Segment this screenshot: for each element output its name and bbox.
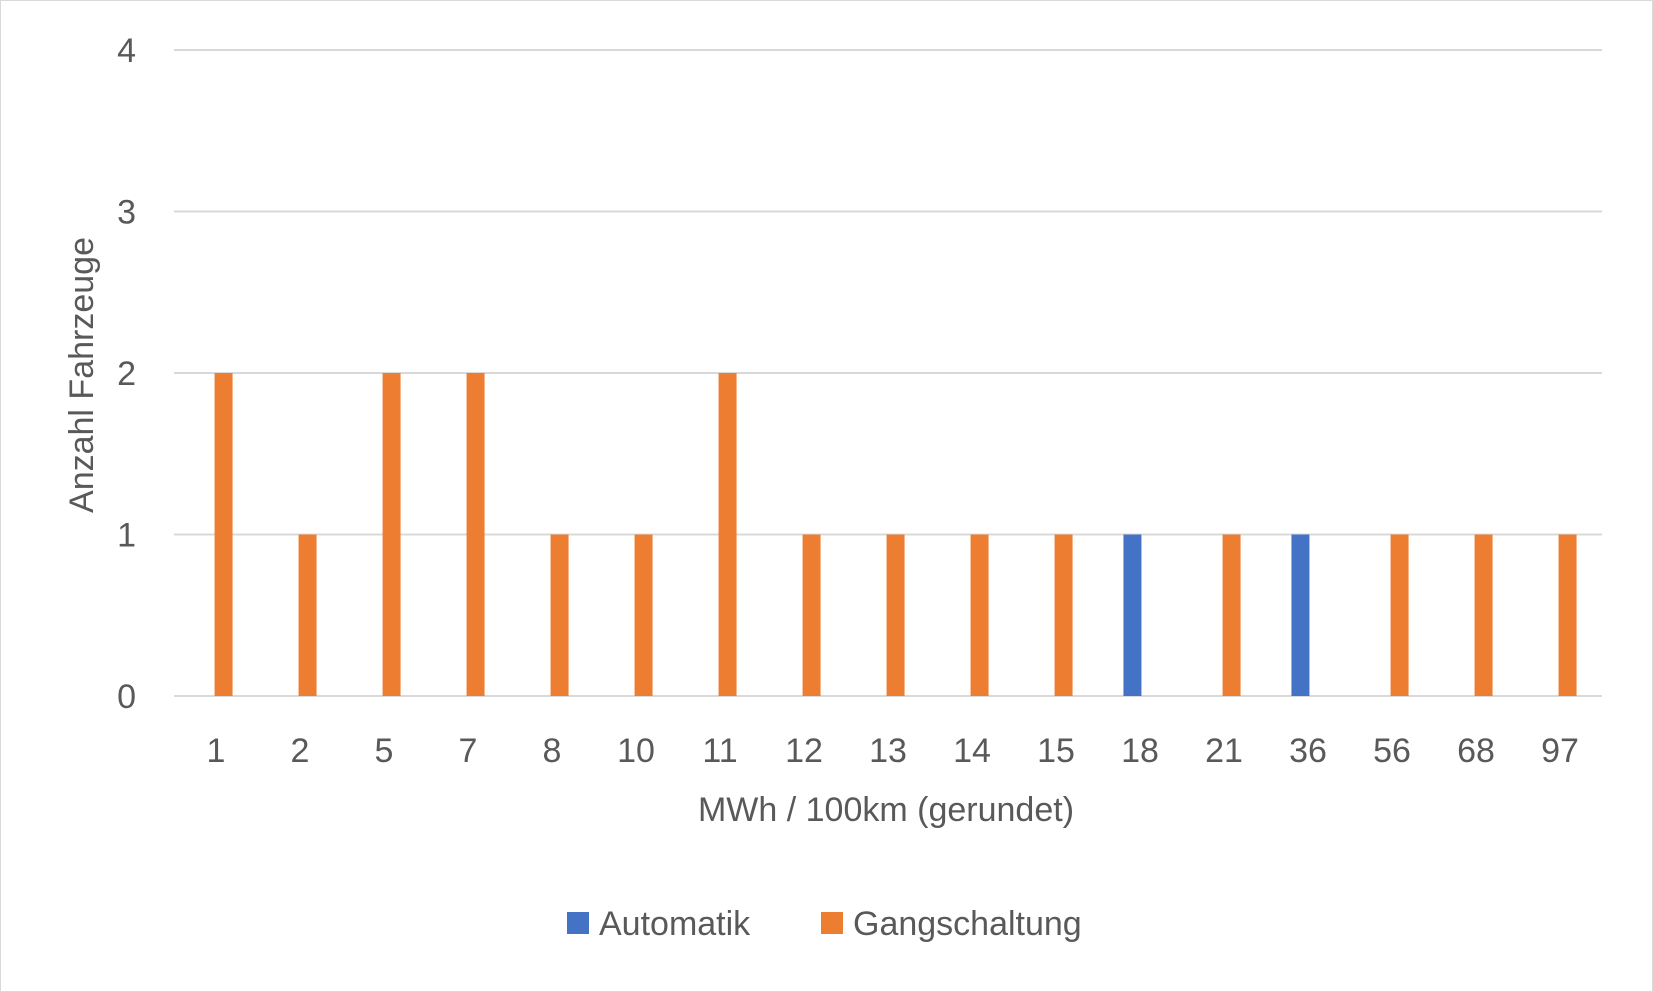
x-tick-label: 10 <box>617 732 655 770</box>
y-tick-label: 4 <box>117 32 136 70</box>
x-tick-label: 1 <box>207 732 226 770</box>
x-tick-label: 8 <box>543 732 562 770</box>
bar-gangschaltung-1 <box>214 373 233 696</box>
y-axis-title: Anzahl Fahrzeuge <box>63 237 101 513</box>
x-axis-ticks: 1 2 5 7 8 10 11 12 13 14 15 18 21 36 56 68 97 <box>207 732 1579 770</box>
x-tick-label: 5 <box>375 732 394 770</box>
bar-gangschaltung-7 <box>466 373 485 696</box>
x-tick-label: 36 <box>1289 732 1327 770</box>
bar-gangschaltung-8 <box>550 534 569 696</box>
bar-gangschaltung-15 <box>1054 534 1073 696</box>
y-axis-ticks: 0 1 2 3 4 <box>117 32 136 716</box>
y-tick-label: 3 <box>117 194 136 232</box>
bar-gangschaltung-12 <box>802 534 821 696</box>
legend: Automatik Gangschaltung <box>567 905 1082 943</box>
bar-gangschaltung-56 <box>1390 534 1409 696</box>
x-tick-label: 13 <box>869 732 907 770</box>
x-tick-label: 15 <box>1037 732 1075 770</box>
bar-gangschaltung-68 <box>1474 534 1493 696</box>
y-tick-label: 1 <box>117 517 136 555</box>
x-tick-label: 21 <box>1205 732 1243 770</box>
legend-swatch-gangschaltung <box>821 912 843 934</box>
y-tick-label: 2 <box>117 355 136 393</box>
bar-automatik-18 <box>1123 534 1142 696</box>
x-tick-label: 56 <box>1373 732 1411 770</box>
bar-gangschaltung-97 <box>1558 534 1577 696</box>
bar-gangschaltung-11 <box>718 373 737 696</box>
x-tick-label: 11 <box>702 732 737 770</box>
x-tick-label: 12 <box>785 732 823 770</box>
bar-gangschaltung-5 <box>382 373 401 696</box>
bar-gangschaltung-21 <box>1222 534 1241 696</box>
x-axis-title: MWh / 100km (gerundet) <box>698 791 1074 829</box>
x-tick-label: 97 <box>1541 732 1579 770</box>
bar-gangschaltung-10 <box>634 534 653 696</box>
legend-label-gangschaltung: Gangschaltung <box>853 905 1082 943</box>
y-tick-label: 0 <box>117 678 136 716</box>
bars <box>214 373 1577 696</box>
legend-swatch-automatik <box>567 912 589 934</box>
bar-automatik-36 <box>1291 534 1310 696</box>
x-tick-label: 18 <box>1121 732 1159 770</box>
x-tick-label: 68 <box>1457 732 1495 770</box>
x-tick-label: 2 <box>291 732 310 770</box>
x-tick-label: 14 <box>953 732 991 770</box>
x-tick-label: 7 <box>459 732 478 770</box>
bar-gangschaltung-2 <box>298 534 317 696</box>
bar-gangschaltung-14 <box>970 534 989 696</box>
legend-label-automatik: Automatik <box>599 905 751 943</box>
bar-gangschaltung-13 <box>886 534 905 696</box>
